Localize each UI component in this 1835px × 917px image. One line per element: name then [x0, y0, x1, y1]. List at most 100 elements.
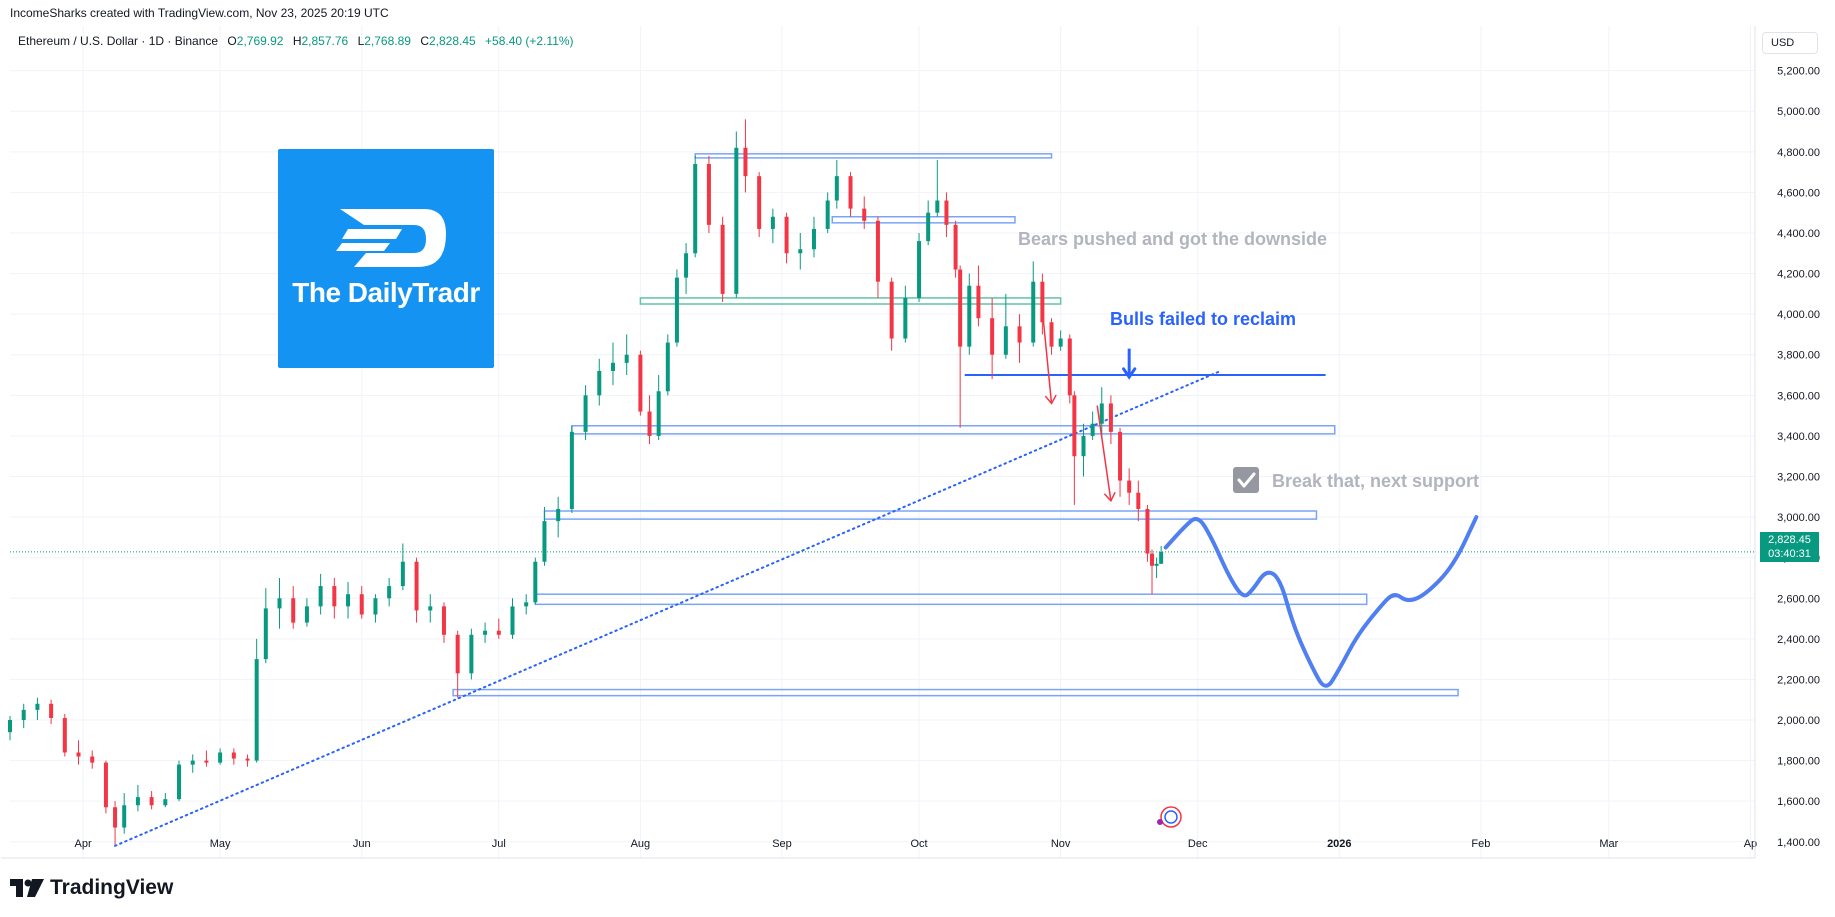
flag-event-icon[interactable]	[1157, 806, 1182, 828]
price-zone	[543, 510, 1318, 520]
price-tick-label: 3,600.00	[1777, 390, 1820, 402]
dailytradr-logo-text: The DailyTradr	[292, 277, 480, 308]
close-value: 2,828.45	[428, 34, 476, 48]
candle-body	[811, 228, 816, 250]
candle-body	[428, 606, 433, 611]
price-tick-label: 3,800.00	[1777, 350, 1820, 362]
candle-body	[21, 709, 26, 721]
candle-body	[1099, 403, 1104, 424]
candle-body	[693, 163, 698, 254]
candle-body	[510, 606, 515, 635]
candle-body	[245, 758, 250, 761]
time-axis: Apr May Jun Jul Aug Sep Oct Nov Dec 2026 Feb Mar Ap	[75, 838, 1758, 850]
arrow-head	[1044, 394, 1057, 405]
candle-body	[231, 752, 236, 759]
candle-body	[583, 395, 588, 432]
high-value: 2,857.76	[301, 34, 349, 48]
candle-body	[647, 411, 652, 436]
candle-body	[597, 370, 602, 396]
candle-body	[62, 717, 67, 753]
candle-body	[441, 606, 446, 635]
candle-body	[177, 764, 182, 800]
symbol-name[interactable]: Ethereum / U.S. Dollar · 1D · Binance	[18, 34, 219, 48]
currency-button[interactable]: USD	[1762, 32, 1818, 54]
dailytradr-logo: The DailyTradr	[278, 149, 494, 368]
candle-body	[990, 318, 995, 355]
price-tick-label: 4,800.00	[1777, 147, 1820, 159]
candle-body	[556, 508, 561, 522]
time-tick-label: 2026	[1327, 838, 1351, 850]
time-tick-label: Jun	[353, 838, 371, 850]
price-tick-label: 1,400.00	[1777, 837, 1820, 849]
arrow-shaft	[1096, 405, 1112, 501]
price-tick-label: 4,200.00	[1777, 269, 1820, 281]
candle-body	[862, 208, 867, 221]
price-tick-label: 2,600.00	[1777, 593, 1820, 605]
change-value: +58.40 (+2.11%)	[485, 34, 574, 48]
candle-body	[277, 598, 282, 609]
candle-body	[720, 224, 725, 294]
candle-body	[318, 586, 323, 607]
candle-body	[76, 752, 81, 757]
candle-body	[734, 147, 739, 294]
candle-body	[798, 249, 803, 254]
last-price-tag: 2,828.45 03:40:31	[1760, 532, 1819, 562]
chart-credit: IncomeSharks created with TradingView.co…	[10, 6, 389, 20]
candle-body	[1118, 431, 1123, 481]
candle-body	[469, 634, 474, 674]
tradingview-wordmark: TradingView	[50, 876, 174, 899]
tradingview-logo[interactable]: TradingView	[10, 876, 173, 900]
candle-body	[1067, 338, 1072, 396]
candle-body	[1072, 395, 1077, 457]
candle-body	[387, 586, 392, 599]
candle-body	[674, 277, 679, 343]
price-tick-label: 2,000.00	[1777, 715, 1820, 727]
time-tick-label: Mar	[1599, 838, 1618, 850]
candle-body	[346, 594, 351, 607]
price-zone	[694, 153, 1053, 159]
time-tick-label: Nov	[1051, 838, 1071, 850]
candle-body	[825, 200, 830, 229]
candle-body	[917, 241, 922, 298]
candle-body	[889, 281, 894, 339]
price-axis: 1,400.00 1,600.00 1,800.00 2,000.00 2,200.00…	[1777, 66, 1820, 849]
candle-body	[935, 200, 940, 213]
price-tick-label: 3,200.00	[1777, 471, 1820, 483]
candle-body	[35, 703, 40, 710]
checkbox-icon	[1233, 467, 1259, 493]
candle-body	[953, 224, 958, 270]
candle-body	[656, 391, 661, 436]
price-tick-label: 1,800.00	[1777, 756, 1820, 768]
candle-body	[926, 212, 931, 242]
candle-body	[784, 216, 789, 254]
candle-body	[770, 216, 775, 229]
candle-body	[113, 807, 118, 828]
time-tick-label: Feb	[1471, 838, 1490, 850]
candle-body	[1040, 281, 1045, 323]
candle-body	[90, 756, 95, 763]
candle-body	[684, 253, 689, 278]
price-tick-label: 3,400.00	[1777, 431, 1820, 443]
candle-body	[263, 608, 268, 660]
note-bears: Bears pushed and got the downside	[1018, 229, 1327, 249]
open-label: O	[227, 34, 237, 48]
chart-grid	[10, 26, 1755, 858]
symbol-legend: Ethereum / U.S. Dollar · 1D · Binance O 2…	[18, 34, 574, 48]
price-tick-label: 4,000.00	[1777, 309, 1820, 321]
candle-body	[49, 703, 54, 718]
candle-body	[875, 220, 880, 282]
dotted-trendline	[114, 369, 1222, 847]
candle-body	[359, 594, 364, 615]
candle-body	[1058, 338, 1063, 347]
candle-body	[483, 630, 488, 635]
candle-body	[135, 797, 140, 806]
candle-body	[304, 606, 309, 623]
candle-body	[958, 269, 963, 347]
candle-body	[848, 176, 853, 209]
time-tick-label: Dec	[1188, 838, 1208, 850]
candle-body	[524, 602, 529, 607]
price-zone	[571, 425, 1336, 435]
candle-body	[204, 760, 209, 763]
red-down-arrow	[1096, 405, 1116, 503]
